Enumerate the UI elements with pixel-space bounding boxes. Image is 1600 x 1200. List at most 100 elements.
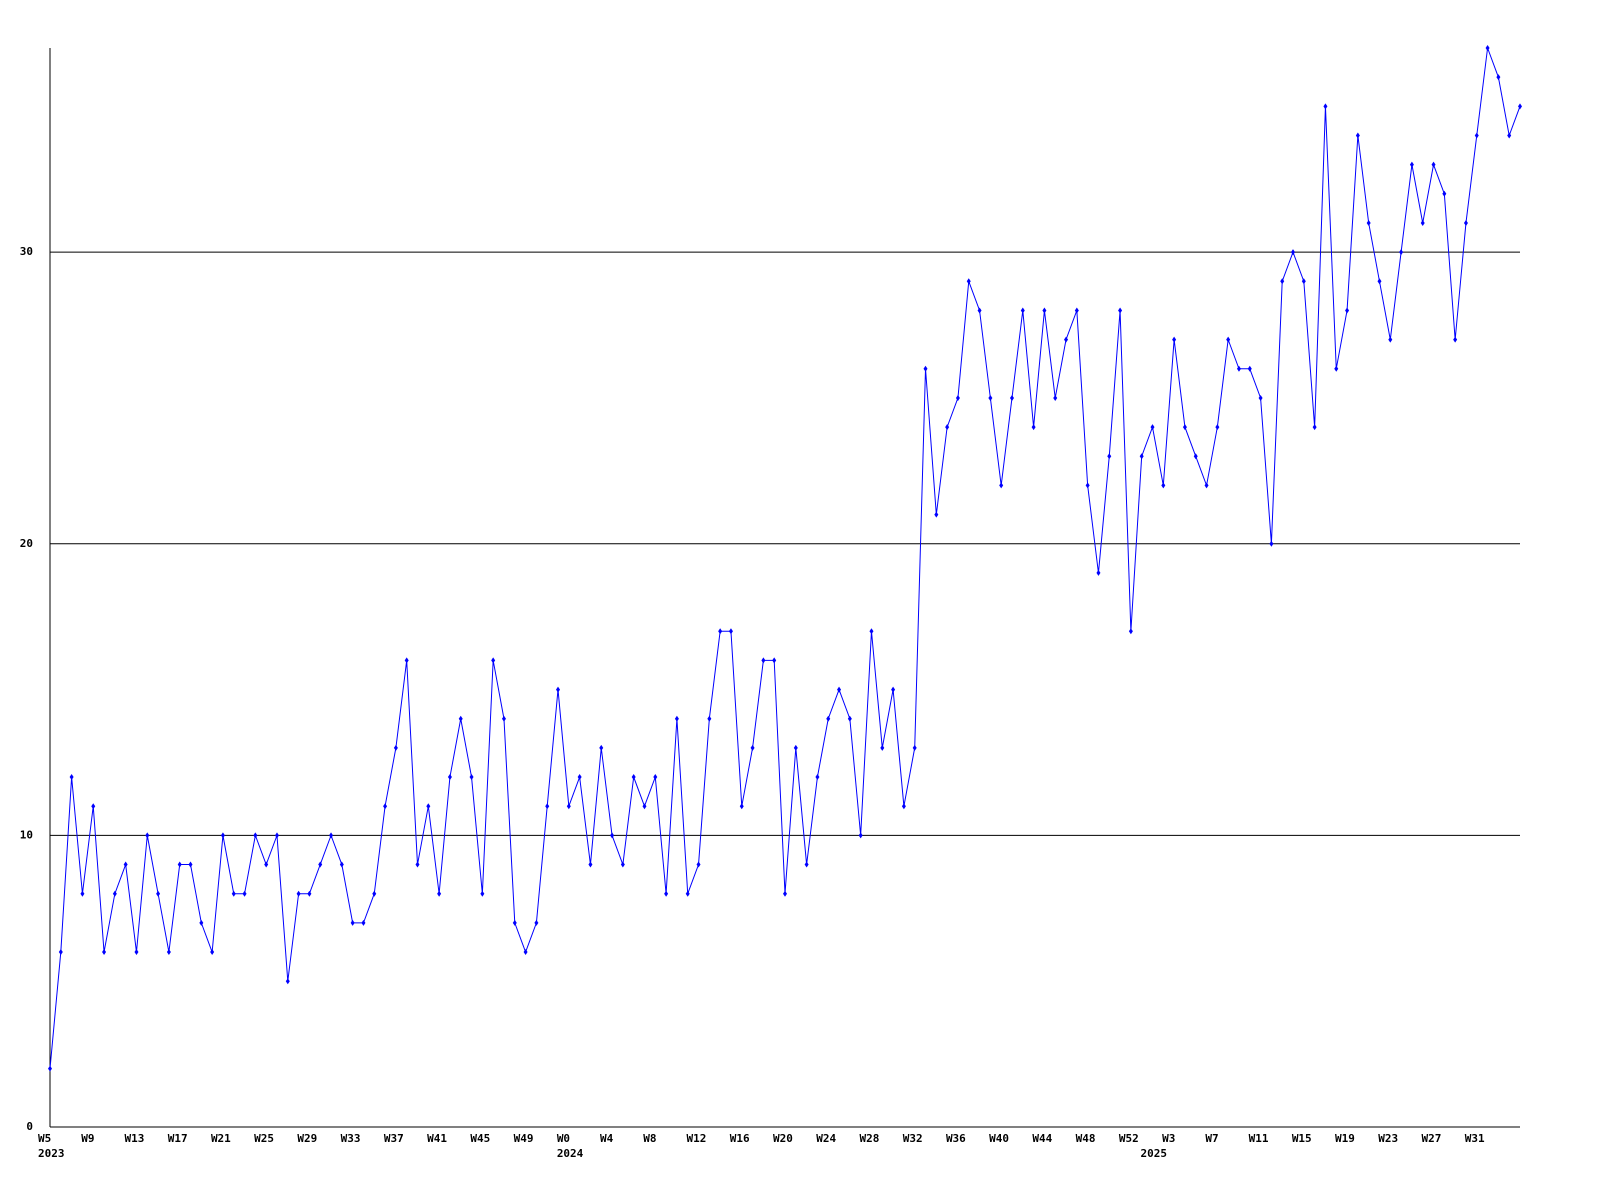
point [923,365,928,372]
point [177,861,182,868]
x-tick-label: W32 [903,1132,923,1145]
y-tick-label: 30 [20,245,33,258]
point [123,861,128,868]
point [891,686,896,693]
point [620,861,625,868]
point [199,919,204,926]
x-tick-label: W23 [1378,1132,1398,1145]
x-tick-label: W41 [427,1132,447,1145]
point [1312,424,1317,431]
point [1042,307,1047,314]
point [458,715,463,722]
point [1377,278,1382,285]
point [437,890,442,897]
point [1161,482,1166,489]
point [1420,219,1425,226]
point [102,949,107,956]
point [264,861,269,868]
point [383,803,388,810]
x-tick-label: W52 [1119,1132,1139,1145]
point [1193,453,1198,460]
point [718,628,723,635]
point [1474,132,1479,139]
point [631,774,636,781]
point [772,657,777,664]
point [523,949,528,956]
point [480,890,485,897]
point [577,774,582,781]
point [847,715,852,722]
point [339,861,344,868]
point [210,949,215,956]
point [1226,336,1231,343]
point [566,803,571,810]
x-tick-label: W13 [124,1132,144,1145]
x-tick-label: W17 [168,1132,188,1145]
point [599,744,604,751]
x-tick-label: W7 [1205,1132,1218,1145]
point [1323,103,1328,110]
x-tick-label: W0 [557,1132,570,1145]
point [350,919,355,926]
point [804,861,809,868]
point [372,890,377,897]
y-tick-label: 0 [26,1120,33,1133]
point [1463,219,1468,226]
x-tick-label: W44 [1032,1132,1052,1145]
point [1345,307,1350,314]
point [296,890,301,897]
point [145,832,150,839]
x-tick-label: W20 [773,1132,793,1145]
point [1118,307,1123,314]
point [1107,453,1112,460]
x-tick-label: W27 [1422,1132,1442,1145]
point [966,278,971,285]
point [361,919,366,926]
point [653,774,658,781]
point [1150,424,1155,431]
point [1182,424,1187,431]
point [91,803,96,810]
x-tick-label: W8 [643,1132,656,1145]
point [1009,394,1014,401]
point [1085,482,1090,489]
point [869,628,874,635]
x-tick-label: W11 [1249,1132,1269,1145]
point [1280,278,1285,285]
point [285,978,290,985]
point [750,744,755,751]
y-tick-label: 10 [20,828,33,841]
x-tick-label: W21 [211,1132,231,1145]
x-tick-label: W45 [470,1132,490,1145]
point [1031,424,1036,431]
point [447,774,452,781]
point [469,774,474,781]
point [934,511,939,518]
point [610,832,615,839]
point [1247,365,1252,372]
point [1409,161,1414,168]
point [1496,74,1501,81]
point [48,1065,52,1072]
point [1355,132,1360,139]
point [318,861,323,868]
year-label: 2025 [1141,1147,1168,1160]
point [761,657,766,664]
x-tick-label: W12 [687,1132,707,1145]
point [166,949,171,956]
point [1064,336,1069,343]
point [307,890,312,897]
x-tick-label: W4 [600,1132,614,1145]
point [977,307,982,314]
point [534,919,539,926]
point [156,890,161,897]
point [1507,132,1512,139]
point [491,657,496,664]
point [739,803,744,810]
point [1291,249,1296,256]
point [664,890,669,897]
point [1215,424,1220,431]
point [1172,336,1177,343]
point [69,774,74,781]
x-tick-label: W25 [254,1132,274,1145]
